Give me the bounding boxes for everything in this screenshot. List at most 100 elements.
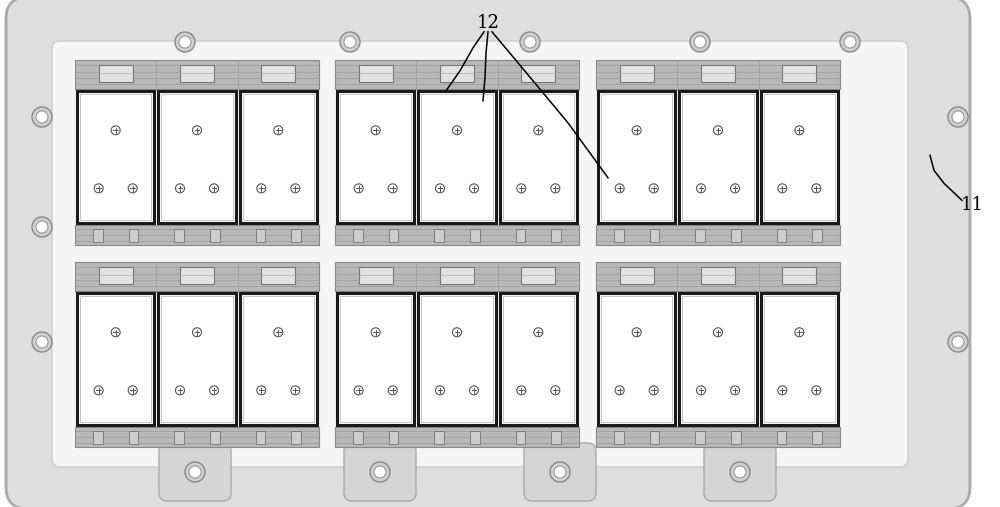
Bar <box>521 267 555 284</box>
Circle shape <box>32 332 52 352</box>
Bar <box>598 293 675 425</box>
Bar <box>256 431 265 444</box>
Circle shape <box>948 332 968 352</box>
Bar <box>389 431 398 444</box>
Circle shape <box>517 386 526 395</box>
Bar <box>812 229 822 242</box>
Bar <box>695 229 705 242</box>
Bar <box>679 293 757 425</box>
Circle shape <box>32 107 52 127</box>
Circle shape <box>94 184 103 193</box>
Circle shape <box>32 217 52 237</box>
Bar <box>353 229 363 242</box>
Bar <box>129 431 138 444</box>
Bar <box>93 431 103 444</box>
Bar <box>75 225 319 245</box>
Circle shape <box>371 328 380 337</box>
Circle shape <box>257 184 266 193</box>
Bar <box>764 296 835 422</box>
Circle shape <box>128 184 137 193</box>
Bar <box>620 267 654 284</box>
Bar <box>701 64 735 82</box>
Bar <box>551 229 561 242</box>
Bar <box>158 293 236 425</box>
Bar <box>174 229 184 242</box>
Bar <box>93 229 103 242</box>
Bar <box>614 229 624 242</box>
Bar <box>99 267 133 284</box>
Circle shape <box>730 462 750 482</box>
Circle shape <box>388 184 397 193</box>
Bar <box>434 431 444 444</box>
Circle shape <box>517 184 526 193</box>
Circle shape <box>694 36 706 48</box>
Bar <box>210 229 220 242</box>
Circle shape <box>257 386 266 395</box>
Bar <box>335 427 579 447</box>
Bar <box>503 296 574 422</box>
Bar <box>337 293 414 425</box>
Circle shape <box>615 386 624 395</box>
Bar <box>596 60 840 89</box>
FancyBboxPatch shape <box>704 443 776 501</box>
Circle shape <box>840 32 860 52</box>
Bar <box>75 427 319 447</box>
Bar <box>701 267 735 284</box>
Circle shape <box>452 328 462 337</box>
Circle shape <box>210 184 219 193</box>
Circle shape <box>952 111 964 123</box>
Circle shape <box>210 386 219 395</box>
Text: 12: 12 <box>477 14 499 32</box>
Bar <box>256 229 265 242</box>
Circle shape <box>128 386 137 395</box>
Circle shape <box>470 386 479 395</box>
Bar <box>650 229 659 242</box>
Circle shape <box>812 386 821 395</box>
Bar <box>335 225 579 245</box>
Bar <box>812 431 822 444</box>
Circle shape <box>189 466 201 478</box>
Bar <box>77 293 154 425</box>
Bar <box>503 94 574 220</box>
Bar <box>291 431 301 444</box>
Circle shape <box>193 126 202 135</box>
Bar <box>782 64 816 82</box>
Bar <box>516 229 525 242</box>
Circle shape <box>690 32 710 52</box>
Circle shape <box>291 386 300 395</box>
FancyBboxPatch shape <box>52 41 908 467</box>
Bar <box>440 64 474 82</box>
Circle shape <box>632 126 641 135</box>
Text: 11: 11 <box>960 196 983 214</box>
Circle shape <box>111 328 120 337</box>
Bar <box>695 431 705 444</box>
Circle shape <box>520 32 540 52</box>
Bar <box>337 91 414 223</box>
Bar <box>335 262 579 291</box>
Circle shape <box>731 386 740 395</box>
Bar <box>389 229 398 242</box>
Circle shape <box>714 328 722 337</box>
Circle shape <box>344 36 356 48</box>
Circle shape <box>795 328 804 337</box>
Circle shape <box>550 462 570 482</box>
Circle shape <box>175 32 195 52</box>
Bar <box>440 267 474 284</box>
Bar <box>261 64 295 82</box>
Circle shape <box>274 126 283 135</box>
Circle shape <box>778 386 787 395</box>
Bar <box>77 91 154 223</box>
Bar <box>764 94 835 220</box>
Circle shape <box>435 386 444 395</box>
Bar <box>243 94 314 220</box>
Bar <box>777 431 786 444</box>
Circle shape <box>812 184 821 193</box>
Bar <box>500 293 577 425</box>
Circle shape <box>388 386 397 395</box>
Bar <box>598 91 675 223</box>
Bar <box>340 296 411 422</box>
Circle shape <box>371 126 380 135</box>
Bar <box>80 94 151 220</box>
Circle shape <box>551 184 560 193</box>
Bar <box>434 229 444 242</box>
